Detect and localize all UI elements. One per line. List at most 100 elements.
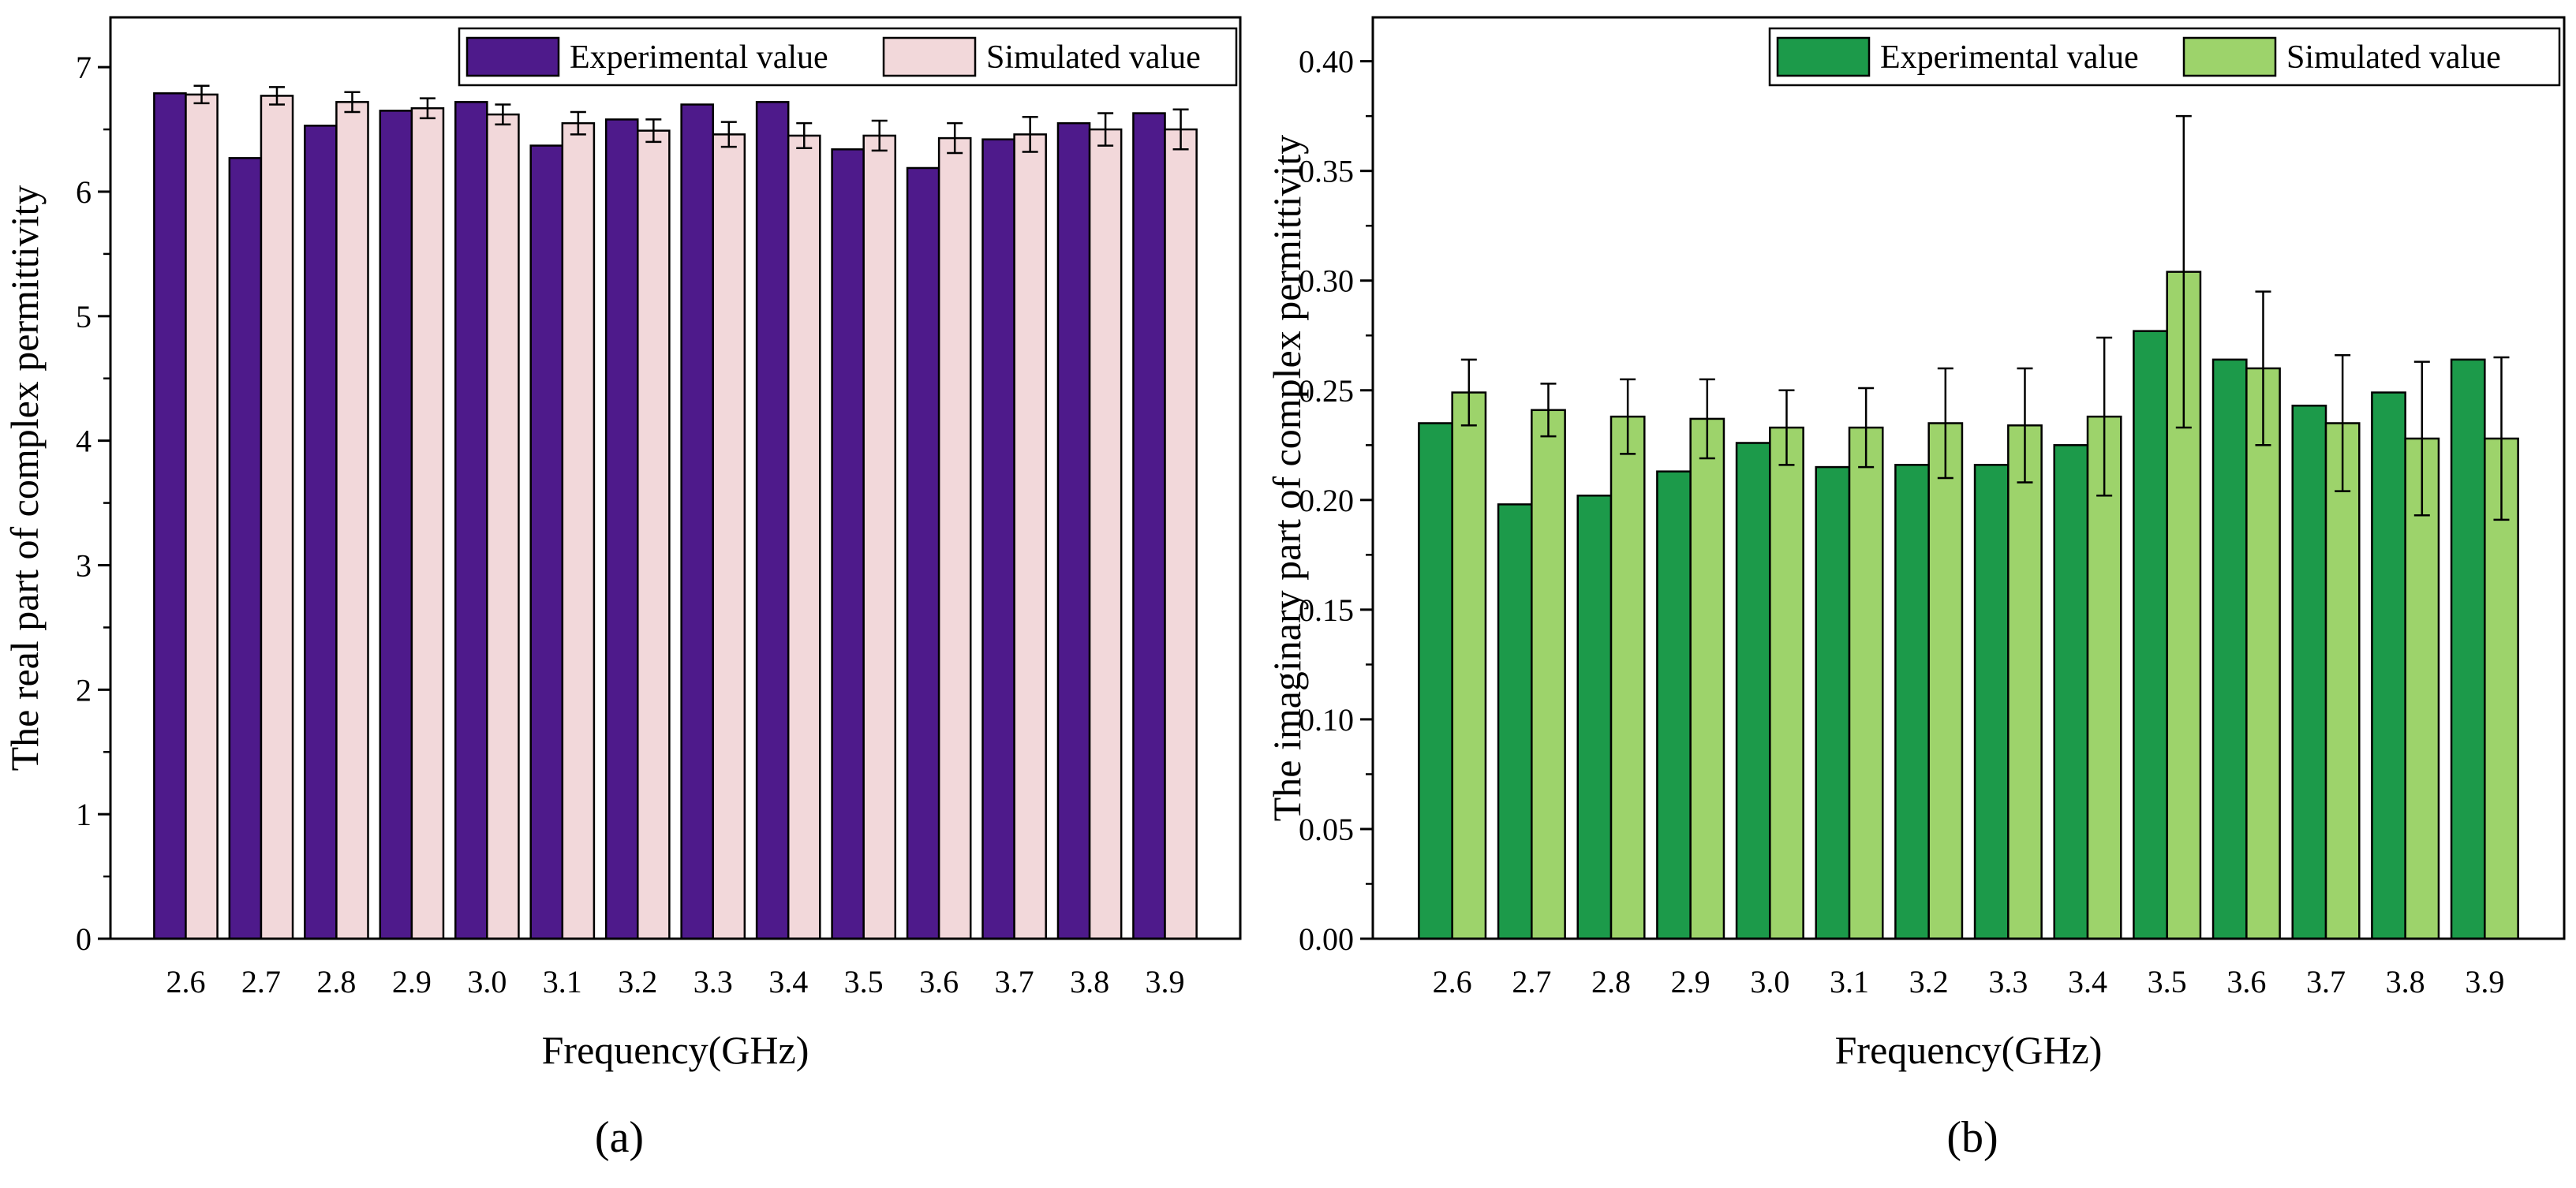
- x-axis-title: Frequency(GHz): [1835, 1028, 2103, 1072]
- bar-simulated-2.8: [1610, 415, 1646, 940]
- panel-b: (b) 0.00 0.05 0.10 0.15 0.20 0.25 0.30 0.35 0.40…: [1265, 16, 2566, 1162]
- plot-frame: [109, 16, 1242, 940]
- bar-experimental-3.4: [755, 101, 790, 940]
- bar-experimental-3.9: [2450, 358, 2486, 940]
- legend-box: [1768, 27, 2561, 87]
- bar-simulated-2.9: [410, 106, 445, 940]
- bar-simulated-3.0: [1769, 426, 1804, 940]
- x-tick-label-3.4: 3.4: [768, 964, 808, 999]
- bar-experimental-3.7: [2291, 404, 2327, 940]
- bar-simulated-2.9: [1689, 417, 1725, 940]
- y-tick-label: 0.00: [1299, 921, 1354, 957]
- x-tick-label-2.6: 2.6: [166, 964, 205, 999]
- bar-experimental-2.8: [1576, 494, 1613, 940]
- bar-simulated-3.9: [1164, 128, 1198, 940]
- x-tick-label-3.4: 3.4: [2068, 964, 2107, 999]
- bar-simulated-3.7: [2324, 422, 2361, 940]
- y-tick-label: 2: [76, 672, 92, 708]
- bar-experimental-3.5: [2133, 330, 2168, 940]
- bar-experimental-3.0: [454, 101, 488, 940]
- bar-simulated-2.7: [1531, 409, 1566, 940]
- bar-experimental-3.5: [831, 148, 865, 940]
- bar-experimental-3.0: [1735, 442, 1771, 940]
- legend-label-experimental: Experimental value: [1880, 39, 2139, 76]
- x-tick-label-3.8: 3.8: [1070, 964, 1109, 999]
- x-tick-label-3.9: 3.9: [2465, 964, 2504, 999]
- y-tick-label: 0.40: [1299, 44, 1354, 80]
- bar-simulated-3.6: [937, 136, 972, 940]
- bar-simulated-3.6: [2245, 367, 2281, 940]
- x-tick-label-2.9: 2.9: [1671, 964, 1710, 999]
- y-tick-label: 5: [76, 299, 92, 334]
- legend-swatch-experimental: [465, 36, 560, 77]
- y-tick-label: 0.05: [1299, 812, 1354, 847]
- x-tick-label-2.9: 2.9: [392, 964, 432, 999]
- x-axis-title: Frequency(GHz): [542, 1028, 809, 1072]
- x-tick-label-3.6: 3.6: [2226, 964, 2266, 999]
- legend-label-simulated: Simulated value: [986, 39, 1201, 76]
- bar-simulated-3.2: [1927, 422, 1964, 940]
- y-tick-label: 0.25: [1299, 373, 1354, 409]
- bar-experimental-3.4: [2053, 444, 2089, 940]
- legend-swatch-simulated: [882, 36, 977, 77]
- y-tick-label: 7: [76, 50, 92, 85]
- x-tick-label-3.2: 3.2: [618, 964, 657, 999]
- panel-a-label: (a): [595, 1113, 644, 1162]
- legend-box: [458, 27, 1238, 87]
- bar-simulated-2.6: [1451, 391, 1487, 940]
- y-axis-title: The real part of complex permittivity: [2, 185, 47, 771]
- panel-b-label: (b): [1946, 1113, 1998, 1162]
- bar-experimental-3.1: [1815, 465, 1851, 940]
- plot-frame: [1371, 16, 2566, 940]
- bar-experimental-3.6: [906, 166, 940, 940]
- y-tick-label: 3: [76, 547, 92, 583]
- bar-experimental-3.6: [2211, 358, 2248, 940]
- bar-experimental-3.1: [529, 144, 564, 940]
- bar-simulated-3.2: [637, 129, 671, 940]
- x-tick-label-3.5: 3.5: [844, 964, 884, 999]
- x-tick-label-3.6: 3.6: [919, 964, 959, 999]
- bar-simulated-3.1: [561, 121, 596, 940]
- legend-label-experimental: Experimental value: [570, 39, 828, 76]
- x-tick-label-2.8: 2.8: [1591, 964, 1631, 999]
- bar-simulated-3.8: [2404, 437, 2440, 940]
- x-tick-label-2.6: 2.6: [1433, 964, 1472, 999]
- legend-swatch-simulated: [2182, 36, 2277, 77]
- bar-simulated-3.4: [787, 134, 821, 940]
- x-tick-label-2.8: 2.8: [316, 964, 356, 999]
- bar-simulated-3.7: [1013, 133, 1047, 940]
- bar-simulated-3.0: [486, 113, 520, 940]
- x-tick-label-3.1: 3.1: [543, 964, 582, 999]
- bar-simulated-2.8: [335, 101, 369, 940]
- bar-experimental-2.8: [304, 125, 338, 940]
- bar-experimental-2.7: [228, 157, 263, 940]
- bar-simulated-3.3: [712, 133, 746, 940]
- x-tick-label-2.7: 2.7: [241, 964, 281, 999]
- x-tick-label-3.9: 3.9: [1146, 964, 1185, 999]
- y-tick-label: 0.35: [1299, 154, 1354, 189]
- bar-simulated-3.1: [1848, 426, 1884, 940]
- x-tick-label-3.7: 3.7: [995, 964, 1034, 999]
- legend-swatch-experimental: [1776, 36, 1871, 77]
- y-tick-label: 0.10: [1299, 702, 1354, 738]
- bar-experimental-3.9: [1132, 112, 1166, 940]
- bar-experimental-3.3: [1973, 464, 2010, 940]
- y-axis-title: The imaginary part of complex permittivi…: [1265, 135, 1309, 822]
- x-tick-label-3.0: 3.0: [467, 964, 507, 999]
- y-tick-label: 0.30: [1299, 263, 1354, 299]
- bar-experimental-2.6: [1418, 422, 1453, 940]
- bar-simulated-2.7: [260, 95, 294, 940]
- x-tick-label-3.1: 3.1: [1830, 964, 1869, 999]
- x-tick-label-3.3: 3.3: [1988, 964, 2028, 999]
- x-tick-label-3.3: 3.3: [694, 964, 733, 999]
- panel-a: (a) 0 1 2 3 4 5 6 7 2.6 2.7 2.8 2.9 3.0 3.1 3.2 3.3 3.4 3…: [2, 16, 1242, 1162]
- bar-experimental-3.8: [1056, 121, 1091, 940]
- bar-simulated-3.5: [862, 134, 897, 940]
- y-tick-label: 4: [76, 424, 92, 459]
- bar-simulated-3.3: [2007, 424, 2043, 940]
- y-tick-label: 0.15: [1299, 592, 1354, 628]
- legend-label-simulated: Simulated value: [2286, 39, 2501, 76]
- x-tick-label-3.2: 3.2: [1909, 964, 1949, 999]
- y-tick-label: 0.20: [1299, 483, 1354, 518]
- x-tick-label-3.7: 3.7: [2306, 964, 2346, 999]
